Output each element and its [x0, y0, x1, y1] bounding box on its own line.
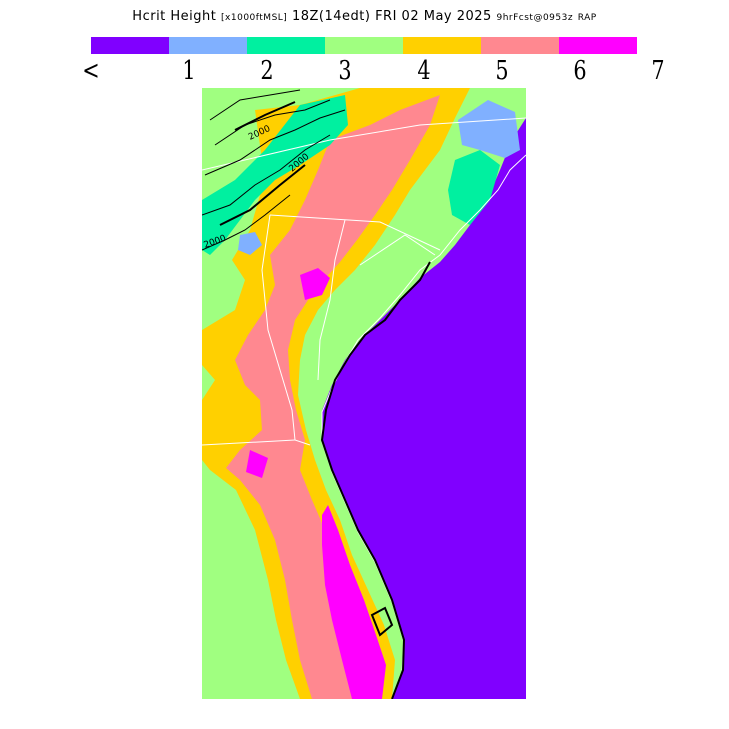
band-6-spot [246, 450, 268, 478]
legend-label-5: 5 [495, 56, 509, 86]
legend-swatch-7 [559, 37, 637, 54]
legend-label-7: 7 [651, 56, 665, 86]
legend-label-6: 6 [573, 56, 587, 86]
chart-title: Hcrit Height [x1000ftMSL] 18Z(14edt) FRI… [0, 9, 729, 24]
color-legend [91, 37, 637, 54]
title-field: Hcrit Height [132, 9, 217, 24]
title-model: RAP [577, 13, 597, 23]
legend-swatch-2 [169, 37, 247, 54]
band-1-area [238, 232, 262, 255]
title-valid-time: 18Z(14edt) FRI 02 May 2025 [291, 9, 492, 24]
height-contours [202, 89, 346, 251]
legend-label-1: 1 [182, 56, 196, 86]
title-units: [x1000ftMSL] [221, 13, 288, 23]
band-5-area [226, 95, 440, 699]
legend-swatch-3 [247, 37, 325, 54]
band-1-area [458, 100, 520, 158]
legend-swatch-6 [481, 37, 559, 54]
legend-label-less: < [82, 56, 100, 86]
legend-labels: < 1 2 3 4 5 6 7 [0, 56, 729, 86]
legend-swatch-1 [91, 37, 169, 54]
band-2-area [448, 150, 500, 225]
state-borders [202, 117, 526, 446]
legend-swatch-4 [325, 37, 403, 54]
legend-label-2: 2 [260, 56, 274, 86]
band-6-area [322, 505, 386, 699]
legend-label-4: 4 [417, 56, 431, 86]
legend-swatch-5 [403, 37, 481, 54]
legend-label-3: 3 [338, 56, 352, 86]
height-contours-bold [219, 101, 431, 699]
band-6-spot [300, 268, 330, 300]
title-forecast: 9hrFcst@0953z [496, 13, 574, 23]
band-4-area [202, 88, 470, 699]
